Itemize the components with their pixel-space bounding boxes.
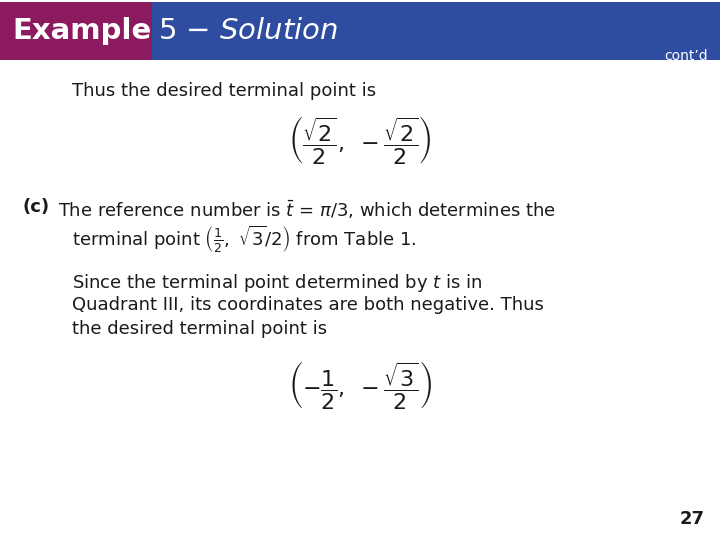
FancyBboxPatch shape bbox=[0, 2, 720, 60]
Text: Example: Example bbox=[12, 17, 151, 45]
Text: Thus the desired terminal point is: Thus the desired terminal point is bbox=[72, 82, 376, 100]
Text: cont’d: cont’d bbox=[665, 49, 708, 63]
Text: terminal point $\left(\frac{1}{2},\ \sqrt{3}/2\right)$ from Table 1.: terminal point $\left(\frac{1}{2},\ \sqr… bbox=[72, 224, 416, 255]
Text: Since the terminal point determined by $t$ is in: Since the terminal point determined by $… bbox=[72, 272, 482, 294]
Text: 27: 27 bbox=[680, 510, 705, 528]
Text: $\left(-\dfrac{1}{2},\ -\dfrac{\sqrt{3}}{2}\right)$: $\left(-\dfrac{1}{2},\ -\dfrac{\sqrt{3}}… bbox=[288, 359, 432, 411]
Text: The reference number is $\bar{t}$ = $\pi$/3, which determines the: The reference number is $\bar{t}$ = $\pi… bbox=[58, 198, 556, 221]
Text: $\left(\dfrac{\sqrt{2}}{2},\ -\dfrac{\sqrt{2}}{2}\right)$: $\left(\dfrac{\sqrt{2}}{2},\ -\dfrac{\sq… bbox=[288, 114, 432, 166]
Text: (c): (c) bbox=[22, 198, 49, 216]
FancyBboxPatch shape bbox=[0, 2, 152, 60]
Text: Quadrant III, its coordinates are both negative. Thus: Quadrant III, its coordinates are both n… bbox=[72, 296, 544, 314]
Text: the desired terminal point is: the desired terminal point is bbox=[72, 320, 327, 338]
Text: $5$ $-$ $\it{Solution}$: $5$ $-$ $\it{Solution}$ bbox=[158, 17, 338, 45]
